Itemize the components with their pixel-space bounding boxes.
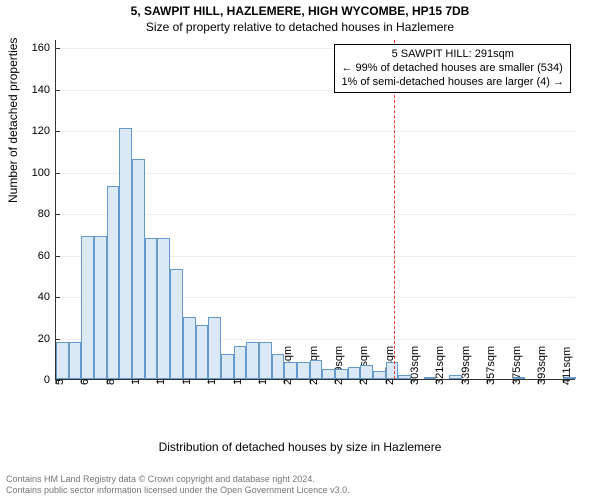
histogram-bar — [398, 375, 411, 379]
histogram-bar — [107, 186, 120, 379]
histogram-bar — [157, 238, 170, 379]
annotation-line3: 1% of semi-detached houses are larger (4… — [341, 76, 564, 90]
footer-attribution: Contains HM Land Registry data © Crown c… — [6, 474, 350, 496]
chart-container: 5, SAWPIT HILL, HAZLEMERE, HIGH WYCOMBE,… — [0, 0, 600, 500]
x-axis-label: Distribution of detached houses by size … — [0, 440, 600, 454]
y-tick-label: 100 — [32, 167, 56, 179]
histogram-bar — [360, 365, 373, 380]
y-tick-label: 120 — [32, 125, 56, 137]
y-tick-label: 40 — [38, 291, 56, 303]
y-tick-label: 80 — [38, 208, 56, 220]
y-tick-label: 60 — [38, 250, 56, 262]
histogram-bar — [449, 375, 462, 379]
histogram-bar — [373, 371, 386, 379]
y-tick-label: 140 — [32, 84, 56, 96]
histogram-bar — [513, 377, 526, 379]
histogram-bar — [94, 236, 107, 379]
histogram-bar — [69, 342, 82, 379]
y-tick-label: 160 — [32, 42, 56, 54]
histogram-bar — [183, 317, 196, 379]
histogram-bar — [196, 325, 209, 379]
histogram-bar — [310, 360, 323, 379]
histogram-bar — [348, 367, 361, 379]
histogram-bar — [132, 159, 145, 379]
histogram-bar — [297, 362, 310, 379]
histogram-bar — [335, 369, 348, 379]
histogram-bar — [246, 342, 259, 379]
histogram-bar — [221, 354, 234, 379]
annotation-box: 5 SAWPIT HILL: 291sqm← 99% of detached h… — [334, 44, 571, 93]
y-tick-label: 20 — [38, 333, 56, 345]
histogram-bar — [119, 128, 132, 379]
histogram-bar — [234, 346, 247, 379]
y-axis-label: Number of detached properties — [6, 38, 20, 203]
histogram-bar — [56, 342, 69, 379]
footer-line-2: Contains public sector information licen… — [6, 485, 350, 496]
histogram-bar — [272, 354, 285, 379]
histogram-bar — [145, 238, 158, 379]
annotation-line1: 5 SAWPIT HILL: 291sqm — [341, 48, 564, 62]
histogram-bar — [170, 269, 183, 379]
annotation-line2: ← 99% of detached houses are smaller (53… — [341, 62, 564, 76]
histogram-bar — [386, 362, 399, 379]
histogram-bar — [259, 342, 272, 379]
histogram-bar — [81, 236, 94, 379]
histogram-bar — [208, 317, 221, 379]
histogram-bar — [424, 377, 437, 379]
title-main: 5, SAWPIT HILL, HAZLEMERE, HIGH WYCOMBE,… — [0, 4, 600, 18]
plot-area: 02040608010012014016051sqm69sqm87sqm105s… — [55, 40, 575, 380]
title-sub: Size of property relative to detached ho… — [0, 20, 600, 34]
histogram-bar — [322, 369, 335, 379]
histogram-bar — [563, 377, 576, 379]
footer-line-1: Contains HM Land Registry data © Crown c… — [6, 474, 350, 485]
histogram-bar — [284, 362, 297, 379]
